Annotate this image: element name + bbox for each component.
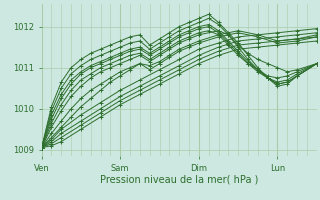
X-axis label: Pression niveau de la mer( hPa ): Pression niveau de la mer( hPa ) bbox=[100, 174, 258, 184]
